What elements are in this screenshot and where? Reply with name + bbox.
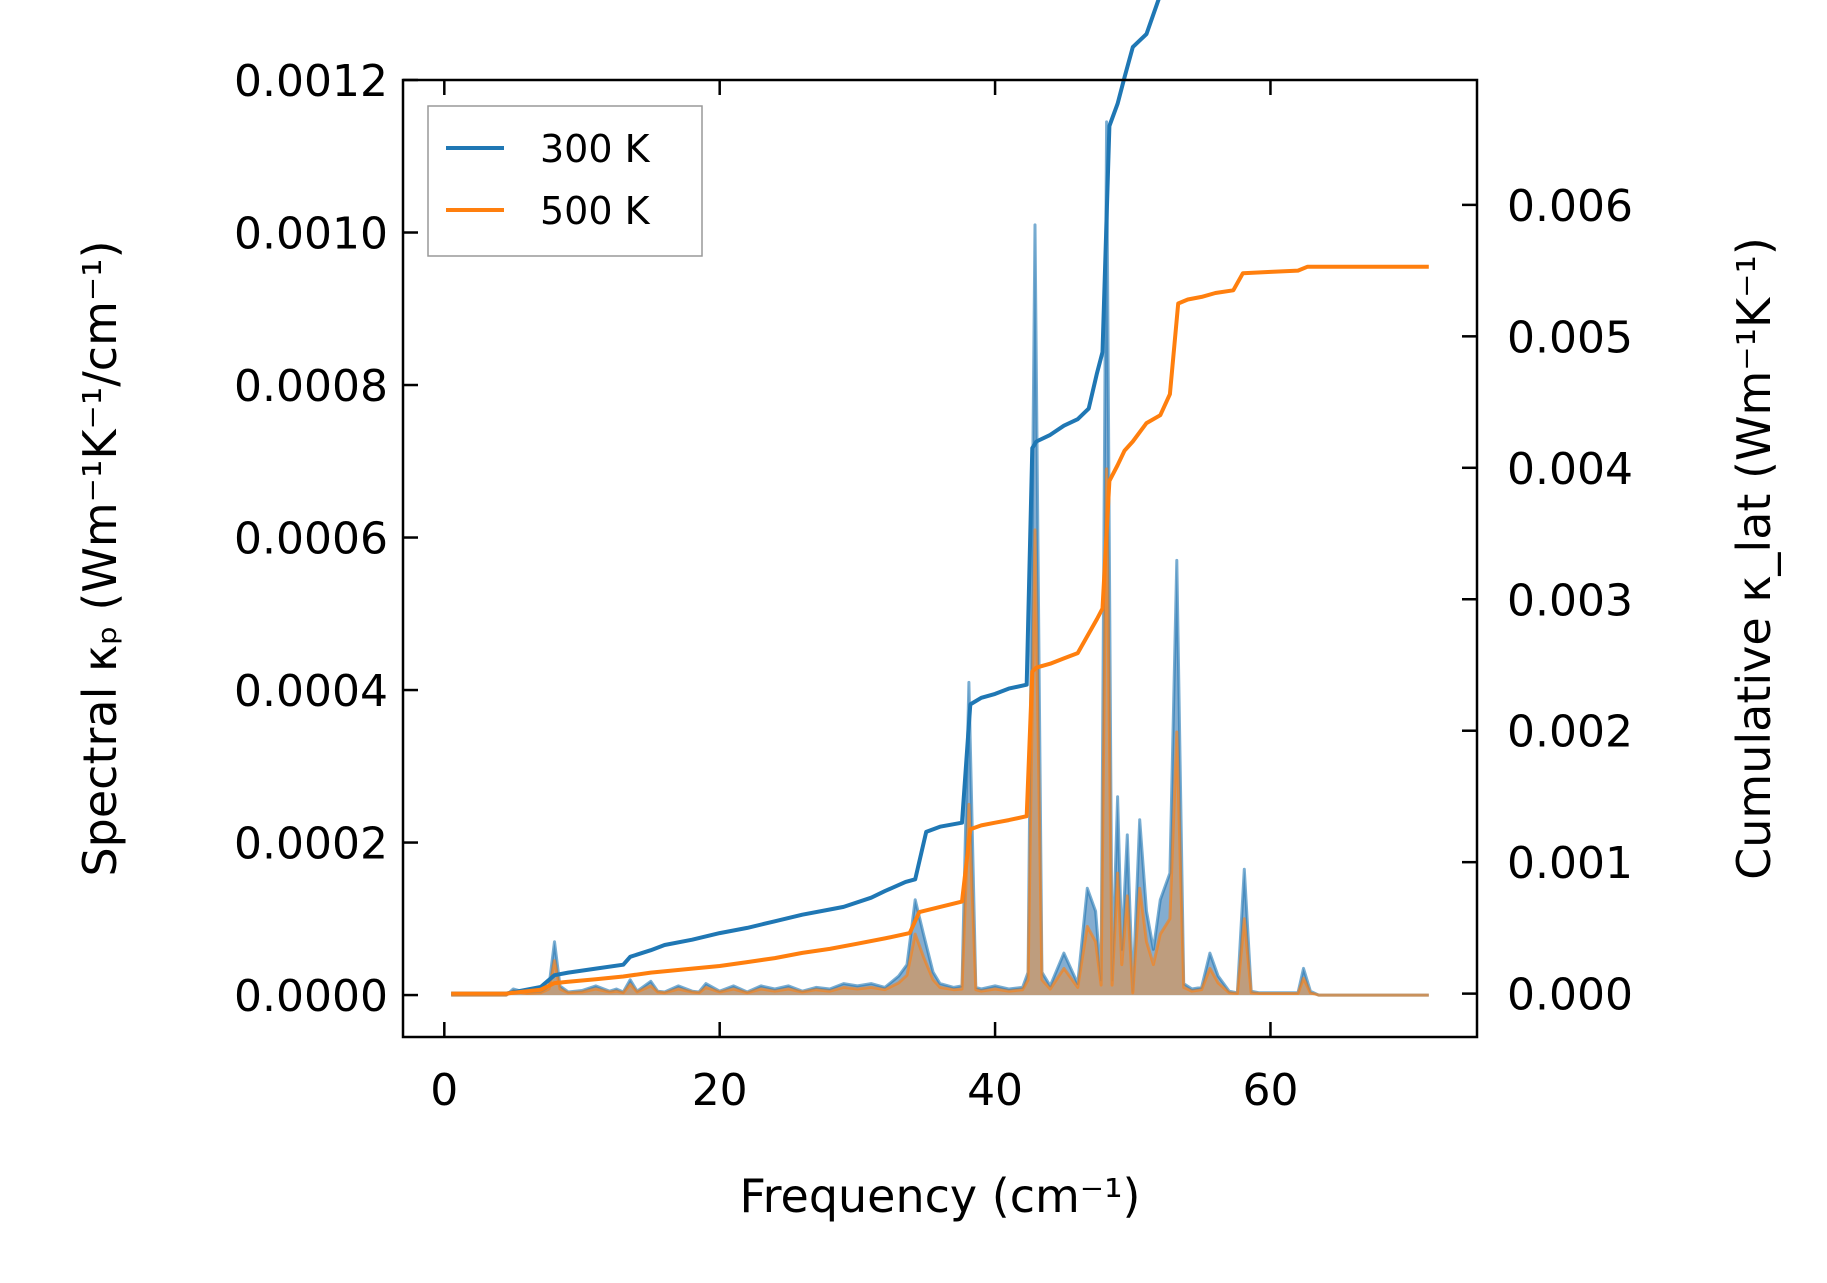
y-axis-label-right: Cumulative κ_lat (Wm⁻¹K⁻¹) bbox=[1727, 237, 1781, 880]
y-left-tick-label: 0.0002 bbox=[234, 819, 388, 870]
y-left-tick-label: 0.0006 bbox=[234, 514, 388, 565]
legend: 300 K 500 K bbox=[427, 105, 703, 257]
x-axis-label: Frequency (cm⁻¹) bbox=[740, 1169, 1141, 1223]
cumulative-line-300k bbox=[451, 0, 1161, 996]
y-axis-label-left: Spectral κₚ (Wm⁻¹K⁻¹/cm⁻¹) bbox=[73, 240, 127, 876]
spectral-line-500k bbox=[451, 467, 1429, 997]
y-left-tick-label: 0.0004 bbox=[234, 666, 388, 717]
cumulative-line-500k bbox=[451, 264, 1429, 996]
y-right-tick-label: 0.004 bbox=[1507, 444, 1633, 495]
x-tick-label: 20 bbox=[692, 1065, 748, 1116]
y-right-tick-label: 0.005 bbox=[1507, 312, 1633, 363]
legend-label-300k: 300 K bbox=[540, 127, 651, 171]
spectral-area-500k bbox=[451, 468, 1429, 996]
legend-label-500k: 500 K bbox=[540, 189, 651, 233]
spectral-fill-layer bbox=[451, 120, 1429, 997]
y-right-tick-label: 0.003 bbox=[1507, 575, 1633, 626]
x-tick-label: 60 bbox=[1242, 1065, 1298, 1116]
y-right-tick-label: 0.002 bbox=[1507, 707, 1633, 758]
y-right-tick-label: 0.001 bbox=[1507, 838, 1633, 889]
y-left-tick-label: 0.0008 bbox=[234, 361, 388, 412]
y-right-tick-label: 0.006 bbox=[1507, 181, 1633, 232]
x-tick-label: 40 bbox=[967, 1065, 1023, 1116]
y-right-tick-label: 0.000 bbox=[1507, 970, 1633, 1021]
y-left-tick-label: 0.0012 bbox=[234, 56, 388, 107]
y-left-tick-label: 0.0000 bbox=[234, 971, 388, 1022]
y-left-tick-label: 0.0010 bbox=[234, 209, 388, 260]
series-line-layer bbox=[451, 0, 1429, 996]
legend-box bbox=[427, 105, 703, 257]
x-tick-label: 0 bbox=[430, 1065, 458, 1116]
axis-tick-layer: 0 20 40 60 0.0000 0.0002 0.0004 0.0006 0.0008 0.0… bbox=[234, 56, 1633, 1116]
plot-frame bbox=[401, 78, 1479, 1039]
